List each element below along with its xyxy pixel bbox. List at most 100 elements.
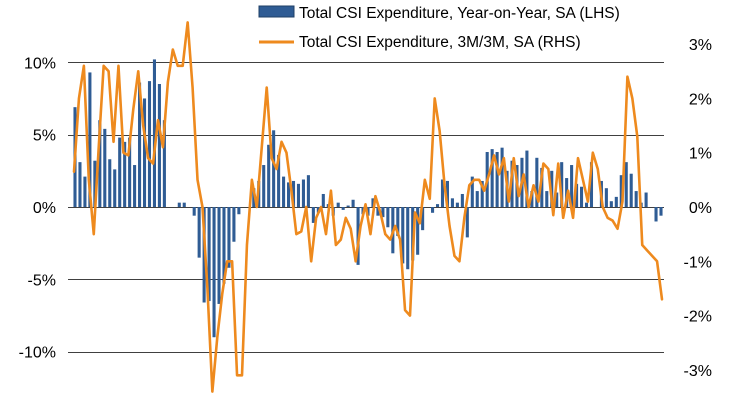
- bar: [495, 152, 499, 207]
- left-axis-tick-label: 0%: [33, 200, 56, 217]
- right-axis-tick-label: -3%: [684, 363, 712, 380]
- bar: [604, 188, 608, 207]
- bar: [470, 176, 474, 207]
- right-axis: 3% 2% 1% 0% -1% -2% -3% -4%: [684, 37, 712, 419]
- bar: [212, 207, 216, 338]
- bar: [540, 167, 544, 207]
- right-axis-tick-label: 0%: [689, 200, 712, 217]
- bar: [277, 154, 281, 207]
- bar: [589, 162, 594, 207]
- bar: [381, 207, 385, 218]
- bar: [629, 173, 633, 207]
- bar: [291, 180, 296, 207]
- bar: [182, 202, 186, 207]
- bar: [98, 120, 102, 207]
- bar: [123, 141, 127, 207]
- bar: [460, 193, 464, 207]
- bar: [197, 207, 201, 258]
- bar: [282, 176, 286, 207]
- bar: [267, 144, 271, 207]
- bar: [301, 179, 305, 207]
- bar: [351, 199, 355, 207]
- bar: [440, 179, 445, 207]
- bar: [217, 207, 221, 304]
- left-axis-tick-label: -5%: [28, 272, 56, 289]
- bar: [252, 188, 256, 207]
- bar: [147, 81, 152, 207]
- bar: [341, 207, 345, 210]
- bar: [306, 175, 310, 207]
- right-axis-tick-label: -1%: [684, 254, 712, 271]
- right-axis-tick-label: 3%: [689, 37, 712, 54]
- bar: [83, 176, 87, 207]
- bar: [336, 202, 340, 207]
- bar: [262, 165, 266, 207]
- bar: [480, 180, 484, 207]
- bar: [455, 202, 459, 207]
- bar: [138, 82, 142, 207]
- bar: [465, 207, 469, 238]
- legend-line-label: Total CSI Expenditure, 3M/3M, SA (RHS): [299, 34, 581, 51]
- bar: [152, 59, 156, 207]
- bar: [177, 202, 181, 207]
- bar: [555, 192, 559, 207]
- bar: [113, 169, 117, 207]
- bar: [207, 207, 211, 302]
- bar: [232, 207, 236, 242]
- bar: [490, 149, 494, 207]
- bar: [296, 183, 301, 207]
- bar: [584, 202, 589, 207]
- bar: [614, 196, 618, 207]
- bar: [401, 207, 405, 264]
- bar: [530, 191, 534, 207]
- bar: [475, 191, 479, 207]
- bar: [162, 120, 166, 207]
- bar: [435, 204, 440, 207]
- bar: [525, 150, 529, 207]
- bar: [272, 130, 276, 207]
- legend-bar-swatch: [258, 5, 295, 18]
- bar: [654, 207, 658, 222]
- bar: [431, 207, 435, 213]
- bar: [624, 162, 628, 207]
- bar: [396, 207, 400, 236]
- bar: [133, 165, 137, 207]
- legend: Total CSI Expenditure, Year-on-Year, SA …: [258, 5, 620, 51]
- bar: [371, 198, 375, 207]
- bar: [619, 175, 623, 207]
- bar: [321, 193, 325, 207]
- bar: [311, 207, 315, 223]
- legend-bar-label: Total CSI Expenditure, Year-on-Year, SA …: [299, 5, 620, 22]
- right-axis-tick-label: -4%: [684, 417, 712, 419]
- line-series: [72, 21, 664, 393]
- left-axis-tick-label: 10%: [24, 55, 56, 72]
- bar: [118, 137, 122, 207]
- bar: [659, 207, 663, 216]
- bar: [386, 207, 390, 228]
- bar: [227, 207, 231, 268]
- bar: [416, 207, 420, 255]
- bar: [157, 84, 161, 207]
- bar: [108, 159, 112, 207]
- right-axis-tick-label: 1%: [689, 146, 712, 163]
- bar: [545, 191, 549, 207]
- bar: [450, 198, 454, 207]
- bar: [575, 183, 579, 207]
- bar: [445, 180, 449, 207]
- bar: [222, 207, 226, 284]
- line-path: [72, 21, 664, 393]
- left-axis-tick-label: -10%: [19, 345, 56, 362]
- bar: [609, 201, 613, 207]
- left-axis: 10% 5% 0% -5% -10% -15%: [19, 55, 56, 419]
- bar: [560, 162, 564, 207]
- bar: [535, 157, 539, 207]
- bar: [644, 192, 648, 207]
- bar: [103, 128, 107, 207]
- bar: [287, 182, 291, 207]
- bar: [192, 207, 196, 216]
- bar: [570, 165, 574, 207]
- bar: [421, 207, 425, 231]
- bar: [93, 160, 97, 207]
